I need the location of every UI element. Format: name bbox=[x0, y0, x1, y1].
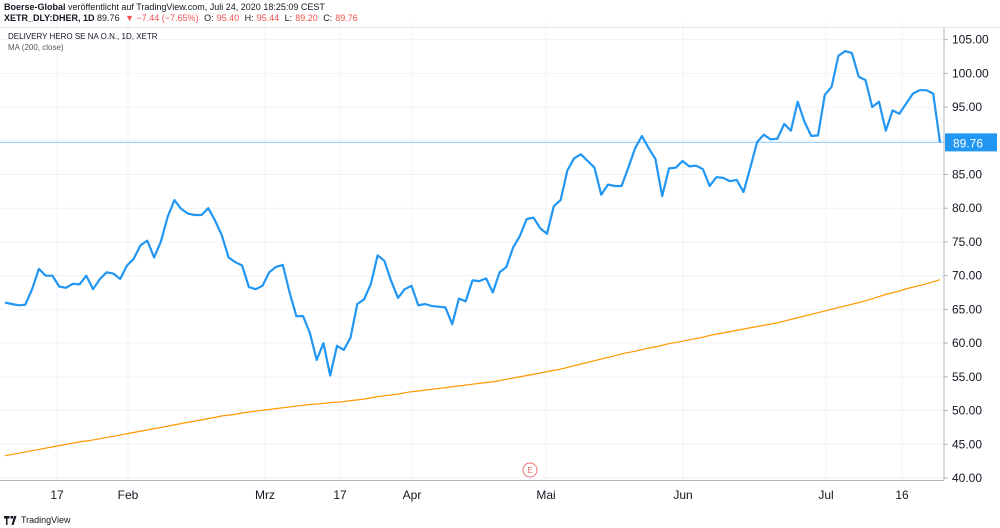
x-tick-label: Jun bbox=[673, 488, 692, 502]
y-axis-ticks: 40.00 45.00 50.00 55.00 60.00 65.00 70.00 75.00… bbox=[944, 33, 989, 485]
last-price-label: 89.76 bbox=[953, 136, 983, 150]
x-tick-label: 16 bbox=[895, 488, 909, 502]
last-price-marker: 89.76 bbox=[945, 133, 997, 152]
earnings-marker[interactable]: E bbox=[522, 462, 538, 478]
y-tick-label: 55.00 bbox=[952, 370, 982, 384]
tradingview-logo-icon bbox=[4, 515, 17, 525]
x-tick-label: 17 bbox=[50, 488, 64, 502]
legend-ma[interactable]: MA (200, close) bbox=[8, 43, 64, 52]
y-tick-label: 75.00 bbox=[952, 235, 982, 249]
publisher-name[interactable]: Boerse-Global bbox=[4, 2, 66, 12]
open-label: O: bbox=[204, 13, 214, 23]
chart-legend: DELIVERY HERO SE NA O.N., 1D, XETR MA (2… bbox=[8, 31, 158, 53]
chart-axes bbox=[0, 27, 1000, 481]
low-label: L: bbox=[284, 13, 293, 23]
chart-grid bbox=[0, 22, 944, 480]
chart-series bbox=[0, 50, 944, 457]
x-tick-label: Jul bbox=[818, 488, 833, 502]
high-label: H: bbox=[244, 13, 254, 23]
ohlc-line: XETR_DLY:DHER, 1D 89.76 ▼ −7.44 (−7.65%)… bbox=[4, 13, 361, 24]
earnings-label: E bbox=[527, 466, 532, 475]
y-tick-label: 95.00 bbox=[952, 100, 982, 114]
y-tick-label: 60.00 bbox=[952, 336, 982, 350]
y-tick-label: 85.00 bbox=[952, 167, 982, 181]
high-value: 95.44 bbox=[256, 13, 280, 23]
symbol-label: XETR_DLY:DHER, 1D bbox=[4, 13, 95, 23]
publish-info: veröffentlicht auf TradingView.com, Juli… bbox=[68, 2, 325, 12]
open-value: 95.40 bbox=[216, 13, 240, 23]
series-line-ma200 bbox=[4, 279, 941, 457]
publish-header: Boerse-Global veröffentlicht auf Trading… bbox=[4, 2, 361, 24]
y-tick-label: 105.00 bbox=[952, 33, 989, 47]
footer-brand[interactable]: TradingView bbox=[21, 515, 71, 525]
y-tick-label: 70.00 bbox=[952, 269, 982, 283]
last-price-box bbox=[945, 133, 997, 152]
x-tick-label: 17 bbox=[333, 488, 347, 502]
legend-title[interactable]: DELIVERY HERO SE NA O.N., 1D, XETR bbox=[8, 32, 158, 41]
x-tick-label: Mrz bbox=[255, 488, 275, 502]
last-price: 89.76 bbox=[97, 13, 120, 23]
low-value: 89.20 bbox=[295, 13, 318, 23]
earnings-circle bbox=[522, 462, 538, 478]
series-line-price bbox=[4, 50, 942, 377]
y-tick-label: 40.00 bbox=[952, 471, 982, 485]
x-tick-label: Apr bbox=[403, 488, 422, 502]
close-label: C: bbox=[323, 13, 333, 23]
y-tick-label: 80.00 bbox=[952, 201, 982, 215]
y-tick-label: 100.00 bbox=[952, 66, 989, 80]
close-value: 89.76 bbox=[335, 13, 358, 23]
x-tick-label: Mai bbox=[536, 488, 555, 502]
y-tick-label: 50.00 bbox=[952, 404, 982, 418]
y-tick-label: 45.00 bbox=[952, 437, 982, 451]
x-tick-label: Feb bbox=[118, 488, 139, 502]
y-tick-label: 65.00 bbox=[952, 302, 982, 316]
price-change: ▼ −7.44 (−7.65%) bbox=[125, 13, 199, 23]
footer: TradingView bbox=[4, 515, 71, 525]
x-axis-ticks: 17 Feb Mrz 17 Apr Mai Jun Jul 16 bbox=[50, 488, 909, 502]
